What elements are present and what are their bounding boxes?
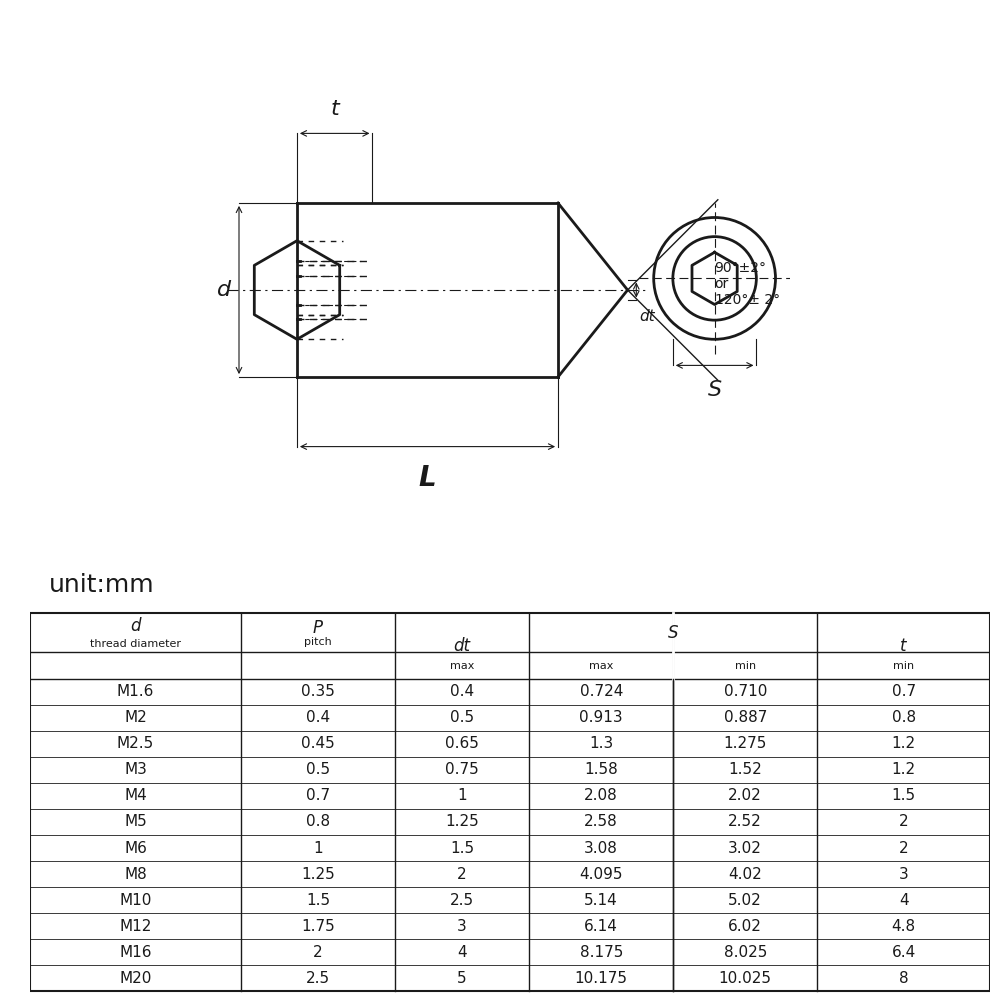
Text: 1.25: 1.25 xyxy=(445,814,479,829)
Text: 1: 1 xyxy=(313,841,323,856)
Text: 2.5: 2.5 xyxy=(306,971,330,986)
Text: 0.887: 0.887 xyxy=(724,710,767,725)
Text: 1.3: 1.3 xyxy=(589,736,613,751)
Text: dt: dt xyxy=(454,637,471,655)
Text: 1.25: 1.25 xyxy=(301,867,335,882)
Text: M12: M12 xyxy=(119,919,152,934)
Text: L: L xyxy=(419,464,436,492)
Text: 1.5: 1.5 xyxy=(306,893,330,908)
Text: 1.275: 1.275 xyxy=(724,736,767,751)
Text: 1.52: 1.52 xyxy=(728,762,762,777)
Text: 8.175: 8.175 xyxy=(580,945,623,960)
Text: min: min xyxy=(735,661,756,671)
Text: 6.02: 6.02 xyxy=(728,919,762,934)
Text: 2: 2 xyxy=(899,814,908,829)
Text: 0.710: 0.710 xyxy=(724,684,767,699)
Text: t: t xyxy=(330,99,339,119)
Text: 10.025: 10.025 xyxy=(719,971,772,986)
Text: 0.8: 0.8 xyxy=(306,814,330,829)
Text: 1.58: 1.58 xyxy=(584,762,618,777)
Text: 2.02: 2.02 xyxy=(728,788,762,803)
Text: 1.75: 1.75 xyxy=(301,919,335,934)
Text: M4: M4 xyxy=(124,788,147,803)
Text: 2.08: 2.08 xyxy=(584,788,618,803)
Text: 0.8: 0.8 xyxy=(892,710,916,725)
Text: 10.175: 10.175 xyxy=(575,971,628,986)
Text: 2: 2 xyxy=(457,867,467,882)
Text: 4: 4 xyxy=(457,945,467,960)
Text: S: S xyxy=(668,624,678,642)
Text: 5: 5 xyxy=(457,971,467,986)
Text: 90°±2°
or
120°± 2°: 90°±2° or 120°± 2° xyxy=(715,261,780,307)
Text: M5: M5 xyxy=(124,814,147,829)
Text: S: S xyxy=(708,380,722,400)
Text: M1.6: M1.6 xyxy=(117,684,154,699)
Text: min: min xyxy=(893,661,914,671)
Text: 1.2: 1.2 xyxy=(892,762,916,777)
Text: 4: 4 xyxy=(899,893,908,908)
Text: 2: 2 xyxy=(899,841,908,856)
Text: 0.5: 0.5 xyxy=(306,762,330,777)
Text: max: max xyxy=(589,661,613,671)
Text: 4.8: 4.8 xyxy=(892,919,916,934)
Text: 3.08: 3.08 xyxy=(584,841,618,856)
Text: 1.5: 1.5 xyxy=(892,788,916,803)
Text: 3: 3 xyxy=(899,867,908,882)
Text: 0.7: 0.7 xyxy=(306,788,330,803)
Text: 2.52: 2.52 xyxy=(728,814,762,829)
Text: P: P xyxy=(313,619,323,637)
Text: 0.35: 0.35 xyxy=(301,684,335,699)
Text: unit:mm: unit:mm xyxy=(49,573,155,597)
Text: t: t xyxy=(900,637,907,655)
Text: 2.58: 2.58 xyxy=(584,814,618,829)
Text: 0.75: 0.75 xyxy=(445,762,479,777)
Text: 1.5: 1.5 xyxy=(450,841,474,856)
Text: 0.913: 0.913 xyxy=(579,710,623,725)
Text: 8: 8 xyxy=(899,971,908,986)
Text: M6: M6 xyxy=(124,841,147,856)
Text: 6.14: 6.14 xyxy=(584,919,618,934)
Text: 1.2: 1.2 xyxy=(892,736,916,751)
Text: M2.5: M2.5 xyxy=(117,736,154,751)
Text: 2.5: 2.5 xyxy=(450,893,474,908)
Text: 0.4: 0.4 xyxy=(306,710,330,725)
Text: M20: M20 xyxy=(119,971,152,986)
Text: 0.4: 0.4 xyxy=(450,684,474,699)
Text: 0.7: 0.7 xyxy=(892,684,916,699)
Text: M3: M3 xyxy=(124,762,147,777)
Text: 5.14: 5.14 xyxy=(584,893,618,908)
Text: 0.65: 0.65 xyxy=(445,736,479,751)
Text: 6.4: 6.4 xyxy=(891,945,916,960)
Text: M16: M16 xyxy=(119,945,152,960)
Text: 0.45: 0.45 xyxy=(301,736,335,751)
Text: M10: M10 xyxy=(119,893,152,908)
Text: 0.5: 0.5 xyxy=(450,710,474,725)
Text: M8: M8 xyxy=(124,867,147,882)
Text: pitch: pitch xyxy=(304,637,332,647)
Text: 1: 1 xyxy=(457,788,467,803)
Text: 4.02: 4.02 xyxy=(728,867,762,882)
Text: max: max xyxy=(450,661,474,671)
Text: dt: dt xyxy=(639,309,655,324)
Text: d: d xyxy=(217,280,232,300)
Text: d: d xyxy=(130,617,141,635)
Text: 8.025: 8.025 xyxy=(724,945,767,960)
Text: 3: 3 xyxy=(457,919,467,934)
Text: M2: M2 xyxy=(124,710,147,725)
Text: 2: 2 xyxy=(313,945,323,960)
Text: 0.724: 0.724 xyxy=(580,684,623,699)
Text: 5.02: 5.02 xyxy=(728,893,762,908)
Text: 4.095: 4.095 xyxy=(579,867,623,882)
Text: 3.02: 3.02 xyxy=(728,841,762,856)
Text: thread diameter: thread diameter xyxy=(90,639,181,649)
